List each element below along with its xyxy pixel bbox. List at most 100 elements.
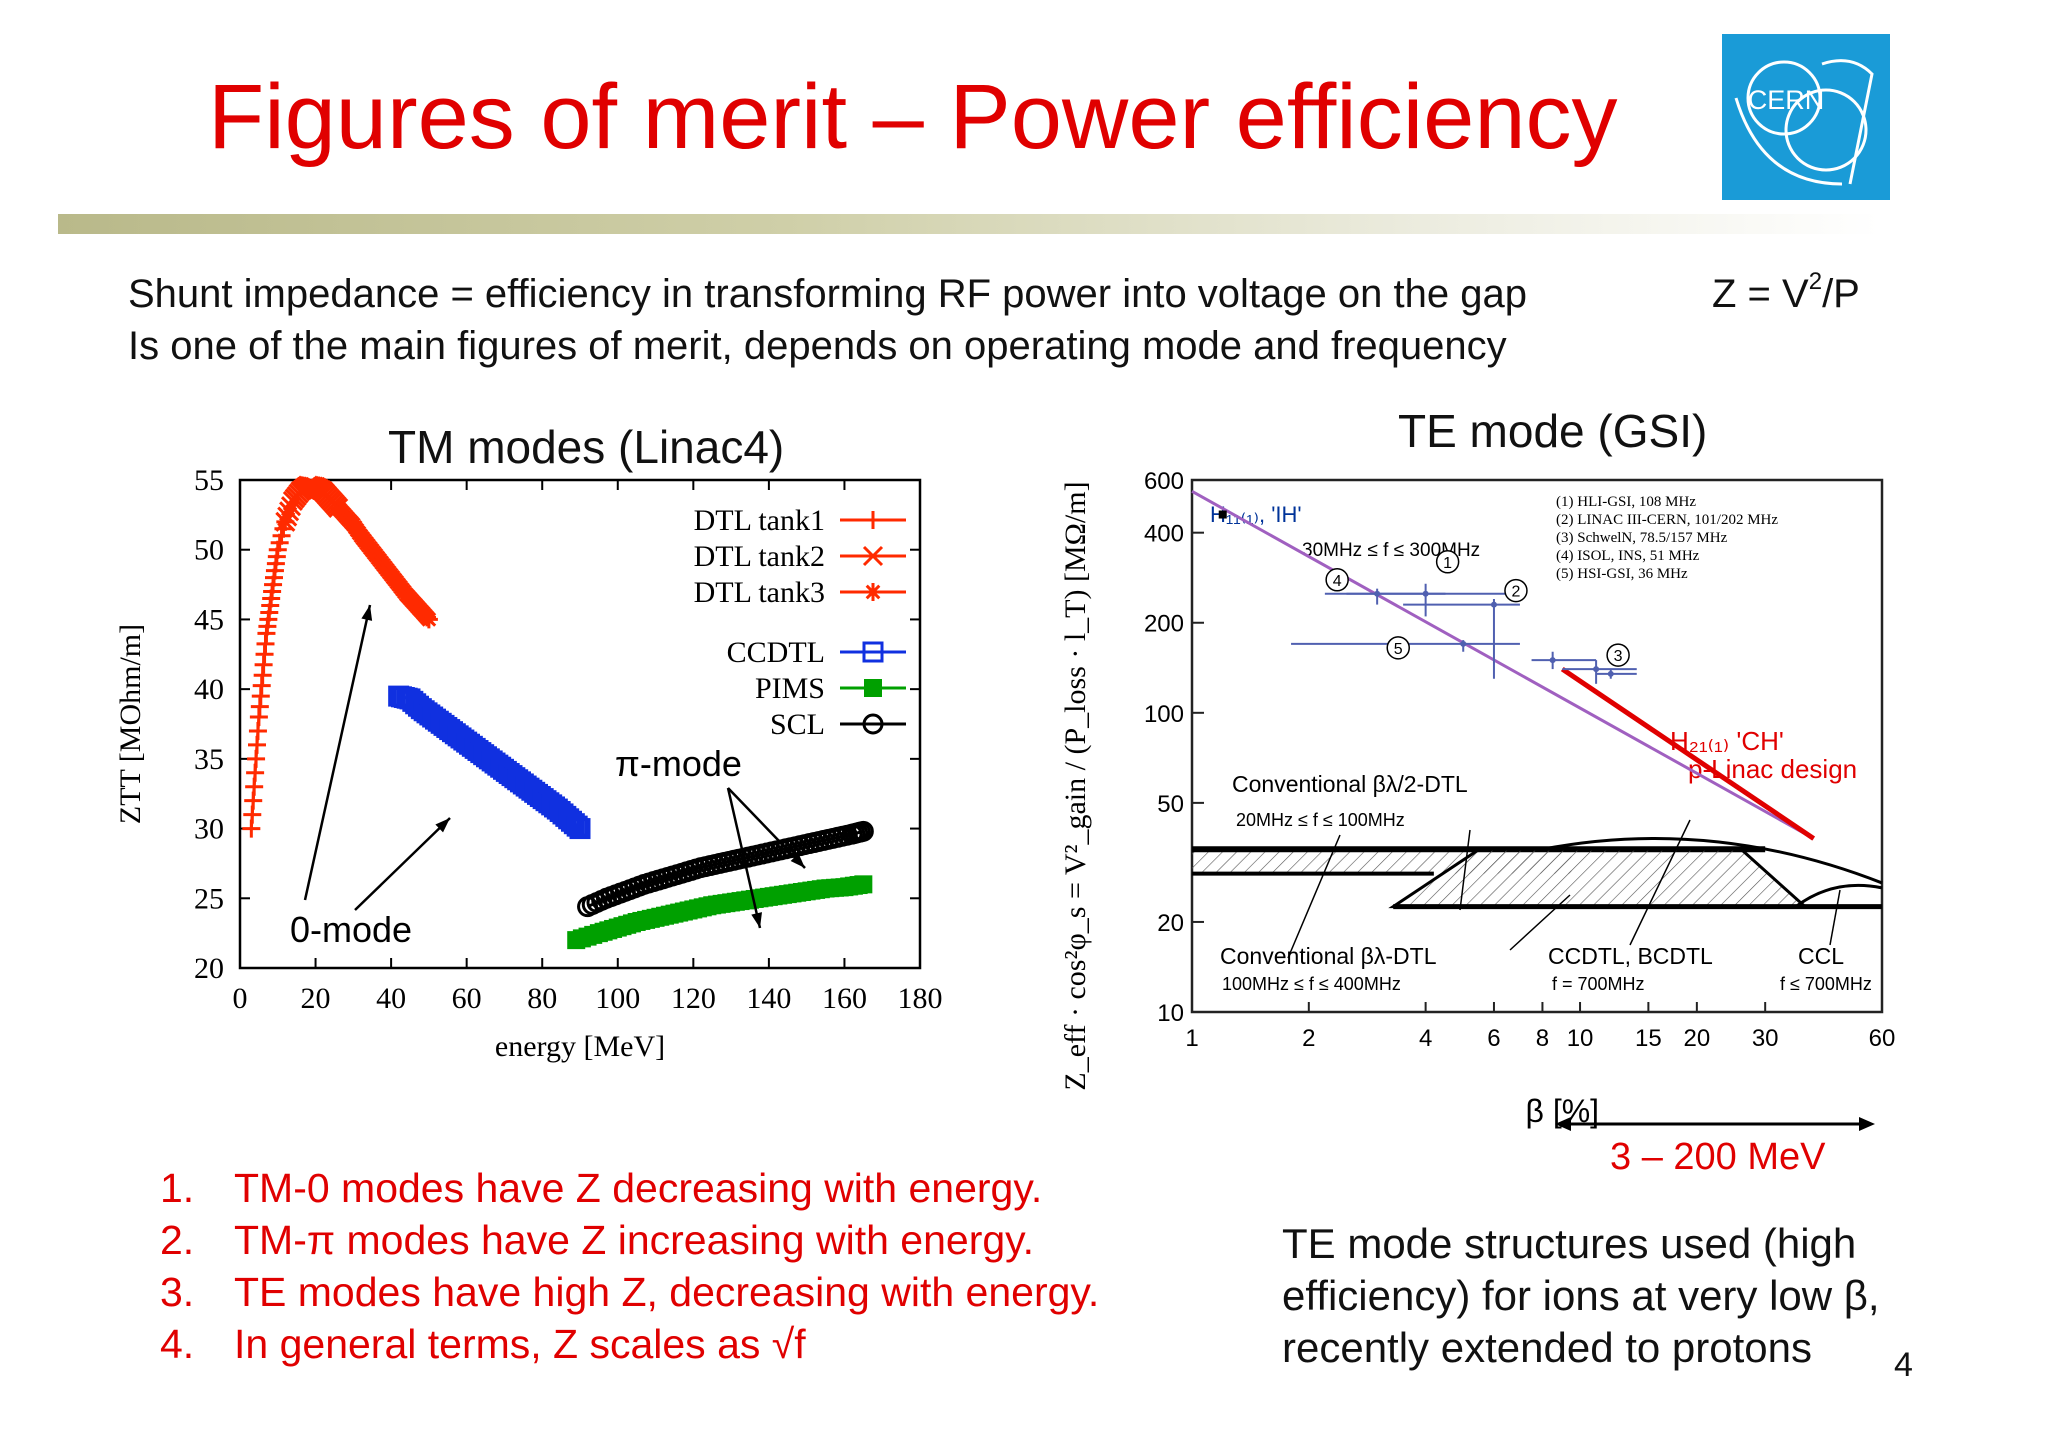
- data-point: [277, 506, 298, 527]
- data-point: [1460, 640, 1467, 647]
- x-tick-label: 1: [1185, 1025, 1198, 1052]
- pointer-line: [1629, 819, 1691, 946]
- y-tick-label: 35: [194, 743, 224, 776]
- te-mode-note: TE mode structures used (high efficiency…: [1282, 1218, 2002, 1374]
- list-item: 1. TM-0 modes have Z decreasing with ener…: [160, 1165, 1099, 1217]
- shunt-impedance-formula: Z = V2/P: [1712, 268, 1860, 317]
- data-point: [864, 583, 882, 601]
- point-badge: [1386, 636, 1410, 660]
- intro-line-1: Shunt impedance = efficiency in transfor…: [128, 272, 1527, 316]
- cern-logo-text: CERN: [1748, 85, 1825, 115]
- ccl-curve: [1542, 836, 1883, 885]
- pi-mode-arrow: [726, 787, 762, 929]
- data-point: [563, 813, 585, 835]
- legend-entry: (5) HSI-GSI, 36 MHz: [1556, 566, 1688, 582]
- list-item: 4. In general terms, Z scales as √f: [160, 1321, 1099, 1373]
- pointer-line: [1509, 894, 1571, 951]
- point-text: In general terms, Z scales as √f: [234, 1321, 806, 1367]
- point-label: 3: [1614, 648, 1623, 665]
- chart-annotation: 100MHz ≤ f ≤ 400MHz: [1222, 974, 1401, 994]
- point-badge: [1606, 643, 1630, 667]
- pointer-line: [1829, 889, 1841, 946]
- ih-trend-line: [1191, 489, 1815, 840]
- point-badge: [1325, 568, 1349, 592]
- left-chart-series: [242, 475, 874, 950]
- chart-annotation: 20MHz ≤ f ≤ 100MHz: [1236, 810, 1405, 830]
- y-tick-label: 55: [194, 470, 224, 497]
- x-tick-label: 0: [233, 982, 248, 1015]
- data-point: [279, 501, 300, 522]
- point-text: TE modes have high Z, decreasing with en…: [234, 1269, 1100, 1315]
- zero-mode-label: 0-mode: [290, 909, 412, 950]
- data-point: [1549, 657, 1556, 664]
- chart-annotation: 30MHz ≤ f ≤ 300MHz: [1302, 540, 1480, 561]
- y-tick-label: 50: [194, 534, 224, 567]
- data-point: [569, 818, 591, 840]
- point-text: TM-0 modes have Z decreasing with energy…: [234, 1165, 1043, 1211]
- list-item: 2. TM-π modes have Z increasing with ener…: [160, 1217, 1099, 1269]
- legend-entry: DTL tank3: [694, 576, 825, 609]
- x-tick-label: 180: [898, 982, 943, 1015]
- chart-annotation: CCL: [1798, 943, 1844, 969]
- intro-line-2: Is one of the main figures of merit, dep…: [128, 324, 1507, 368]
- y-tick-label: 200: [1144, 611, 1184, 638]
- x-tick-label: 140: [746, 982, 791, 1015]
- formula-exponent: 2: [1808, 268, 1823, 295]
- tm-modes-heading: TM modes (Linac4): [388, 421, 785, 473]
- point-label: 2: [1512, 584, 1521, 601]
- left-chart-axes: 0 20 40 60 80 100 120 140 160 180 20 25 30 35 40 45 50 55…: [114, 470, 943, 1063]
- data-point: [1607, 670, 1614, 677]
- point-badge: [1504, 578, 1528, 603]
- point-number: 1.: [160, 1165, 195, 1211]
- data-point: [566, 815, 588, 837]
- y-tick-label: 100: [1144, 701, 1184, 728]
- pointer-line: [1459, 829, 1471, 911]
- data-point: [1593, 666, 1600, 673]
- point-badge: [1435, 550, 1460, 574]
- cern-logo: CERN: [1722, 34, 1890, 200]
- legend-entry: (2) LINAC III-CERN, 101/202 MHz: [1556, 512, 1778, 528]
- x-tick-label: 2: [1302, 1025, 1315, 1052]
- x-tick-label: 10: [1567, 1025, 1594, 1052]
- legend-entry: DTL tank2: [694, 540, 825, 573]
- legend-entry: SCL: [770, 708, 825, 741]
- summary-points: 1. TM-0 modes have Z decreasing with ener…: [160, 1165, 1099, 1373]
- x-tick-label: 160: [822, 982, 867, 1015]
- x-tick-label: 60: [1869, 1025, 1896, 1052]
- te-note-line: recently extended to protons: [1282, 1324, 1813, 1371]
- pi-mode-arrow-head: [751, 912, 762, 928]
- te-note-line: efficiency) for ions at very low β,: [1282, 1272, 1880, 1319]
- data-point: [862, 713, 884, 735]
- page-number: 4: [1894, 1346, 1913, 1384]
- point-number: 4.: [160, 1321, 195, 1367]
- energy-range-label: 3 – 200 MeV: [1610, 1136, 1826, 1178]
- pi-mode-label: π-mode: [615, 743, 742, 784]
- pointer-line: [1287, 834, 1341, 959]
- formula-left: Z = V: [1712, 272, 1809, 316]
- y-tick-label: 50: [1157, 791, 1184, 818]
- x-tick-label: 20: [301, 982, 331, 1015]
- point-label: 1: [1443, 555, 1452, 572]
- chart-annotation: p-Linac design: [1688, 754, 1857, 784]
- x-tick-label: 40: [376, 982, 406, 1015]
- legend-entry: (3) SchwelN, 78.5/157 MHz: [1556, 530, 1728, 546]
- pi-mode-arrow: [727, 787, 806, 869]
- x-tick-label: 30: [1752, 1025, 1779, 1052]
- title-underline: [58, 214, 1880, 234]
- x-tick-label: 100: [595, 982, 640, 1015]
- left-chart-annotations: 0-mode π-mode: [290, 604, 806, 950]
- y-tick-label: 45: [194, 603, 224, 636]
- x-tick-label: 8: [1536, 1025, 1549, 1052]
- x-tick-label: 15: [1635, 1025, 1662, 1052]
- point-number: 3.: [160, 1269, 195, 1315]
- list-item: 3. TE modes have high Z, decreasing with …: [160, 1269, 1099, 1321]
- chart-annotation: Conventional βλ-DTL: [1220, 943, 1437, 969]
- plot-frame: [1190, 478, 1884, 1014]
- y-tick-label: 20: [194, 952, 224, 985]
- right-chart-data: 1 2 3 4 5: [1191, 489, 1816, 841]
- chart-annotation: f = 700MHz: [1552, 974, 1645, 994]
- zero-mode-arrow-head: [361, 605, 373, 621]
- legend-entry: (1) HLI-GSI, 108 MHz: [1556, 494, 1696, 510]
- pi-mode-arrow-head: [790, 853, 805, 868]
- point-label: 5: [1394, 641, 1403, 658]
